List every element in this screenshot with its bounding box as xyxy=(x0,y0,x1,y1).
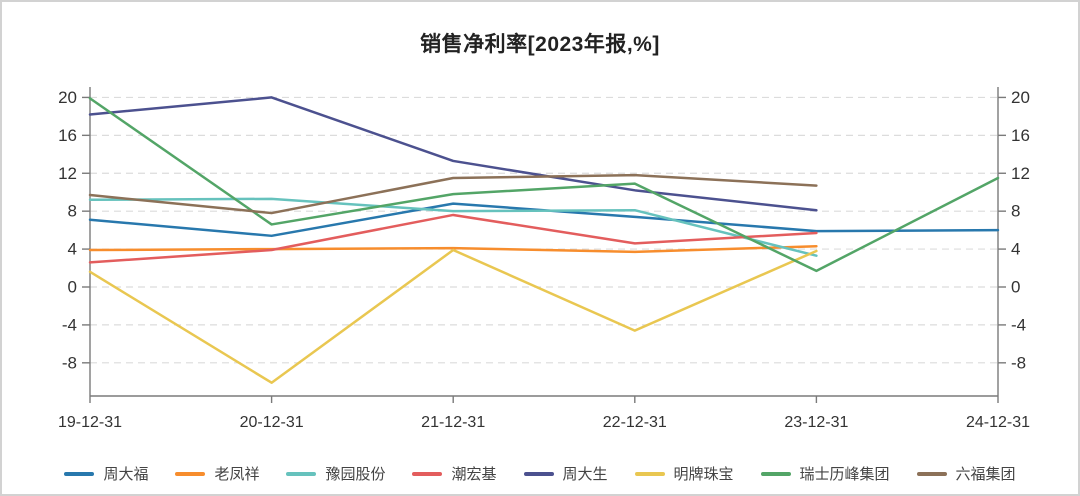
line-chart-plot[interactable]: 20 20 16 16 12 12 8 8 4 4 0 0 -4 -4 -8 -8 19-12-31 20-12-… xyxy=(2,2,1080,442)
series-line-豫园股份 xyxy=(88,197,818,257)
legend-label: 豫园股份 xyxy=(325,466,386,483)
legend-item[interactable]: 瑞士历峰集团 xyxy=(760,463,890,484)
y-tick-label-right: 12 xyxy=(1011,164,1030,183)
legend-label: 明牌珠宝 xyxy=(673,466,734,483)
legend-swatch-line-icon xyxy=(760,471,791,476)
legend-label: 潮宏基 xyxy=(451,466,497,483)
y-tick-label-right: 20 xyxy=(1011,88,1030,107)
legend-item[interactable]: 潮宏基 xyxy=(412,463,497,484)
series-line-瑞士历峰集团 xyxy=(88,97,1000,273)
y-tick-label-right: 4 xyxy=(1011,240,1020,259)
legend-item[interactable]: 明牌珠宝 xyxy=(634,463,734,484)
y-tick-label-right: 0 xyxy=(1011,277,1020,296)
y-tick-label-right: -4 xyxy=(1011,315,1026,334)
series-line-明牌珠宝 xyxy=(88,248,818,384)
x-tick-label: 22-12-31 xyxy=(603,414,667,431)
y-tick-label-left: 0 xyxy=(68,277,77,296)
legend-swatch-line-icon xyxy=(286,471,317,476)
y-tick-label-left: 20 xyxy=(58,88,77,107)
legend-swatch-line-icon xyxy=(64,471,95,476)
x-tick-label: 24-12-31 xyxy=(966,414,1030,431)
y-tick-label-left: 16 xyxy=(58,126,77,145)
chart-legend: 周大福 老凤祥 豫园股份 潮宏基 周大生 明牌珠宝 瑞士历峰集团 六福集团 xyxy=(2,463,1078,484)
legend-item[interactable]: 六福集团 xyxy=(916,463,1016,484)
legend-swatch-line-icon xyxy=(523,471,554,476)
series-line-周大生 xyxy=(88,96,818,212)
x-tick-label: 23-12-31 xyxy=(784,414,848,431)
y-tick-label-right: 16 xyxy=(1011,126,1030,145)
x-tick-label: 20-12-31 xyxy=(240,414,304,431)
legend-label: 老凤祥 xyxy=(214,466,260,483)
legend-item[interactable]: 周大生 xyxy=(523,463,608,484)
legend-item[interactable]: 豫园股份 xyxy=(286,463,385,484)
series-line-六福集团 xyxy=(88,173,818,215)
y-tick-label-right: -8 xyxy=(1011,353,1026,372)
legend-swatch-line-icon xyxy=(175,471,206,476)
y-tick-label-left: 12 xyxy=(58,164,77,183)
legend-label: 瑞士历峰集团 xyxy=(799,466,890,483)
y-tick-label-left: -8 xyxy=(62,353,77,372)
series-line-老凤祥 xyxy=(88,244,818,254)
y-tick-label-left: -4 xyxy=(62,315,77,334)
legend-swatch-line-icon xyxy=(916,471,947,476)
legend-label: 六福集团 xyxy=(955,466,1016,483)
y-tick-label-left: 8 xyxy=(68,202,77,221)
legend-item[interactable]: 老凤祥 xyxy=(175,463,259,484)
x-tick-label: 19-12-31 xyxy=(58,414,122,431)
legend-label: 周大生 xyxy=(562,466,608,483)
x-tick-label: 21-12-31 xyxy=(421,414,485,431)
chart-title: 销售净利率[2023年报,%] xyxy=(420,33,660,56)
legend-label: 周大福 xyxy=(103,466,149,483)
legend-item[interactable]: 周大福 xyxy=(64,463,148,484)
y-tick-label-left: 4 xyxy=(68,240,77,259)
legend-swatch-line-icon xyxy=(412,471,443,476)
legend-swatch-line-icon xyxy=(634,471,665,476)
y-tick-label-right: 8 xyxy=(1011,202,1020,221)
series-line-潮宏基 xyxy=(88,213,818,264)
